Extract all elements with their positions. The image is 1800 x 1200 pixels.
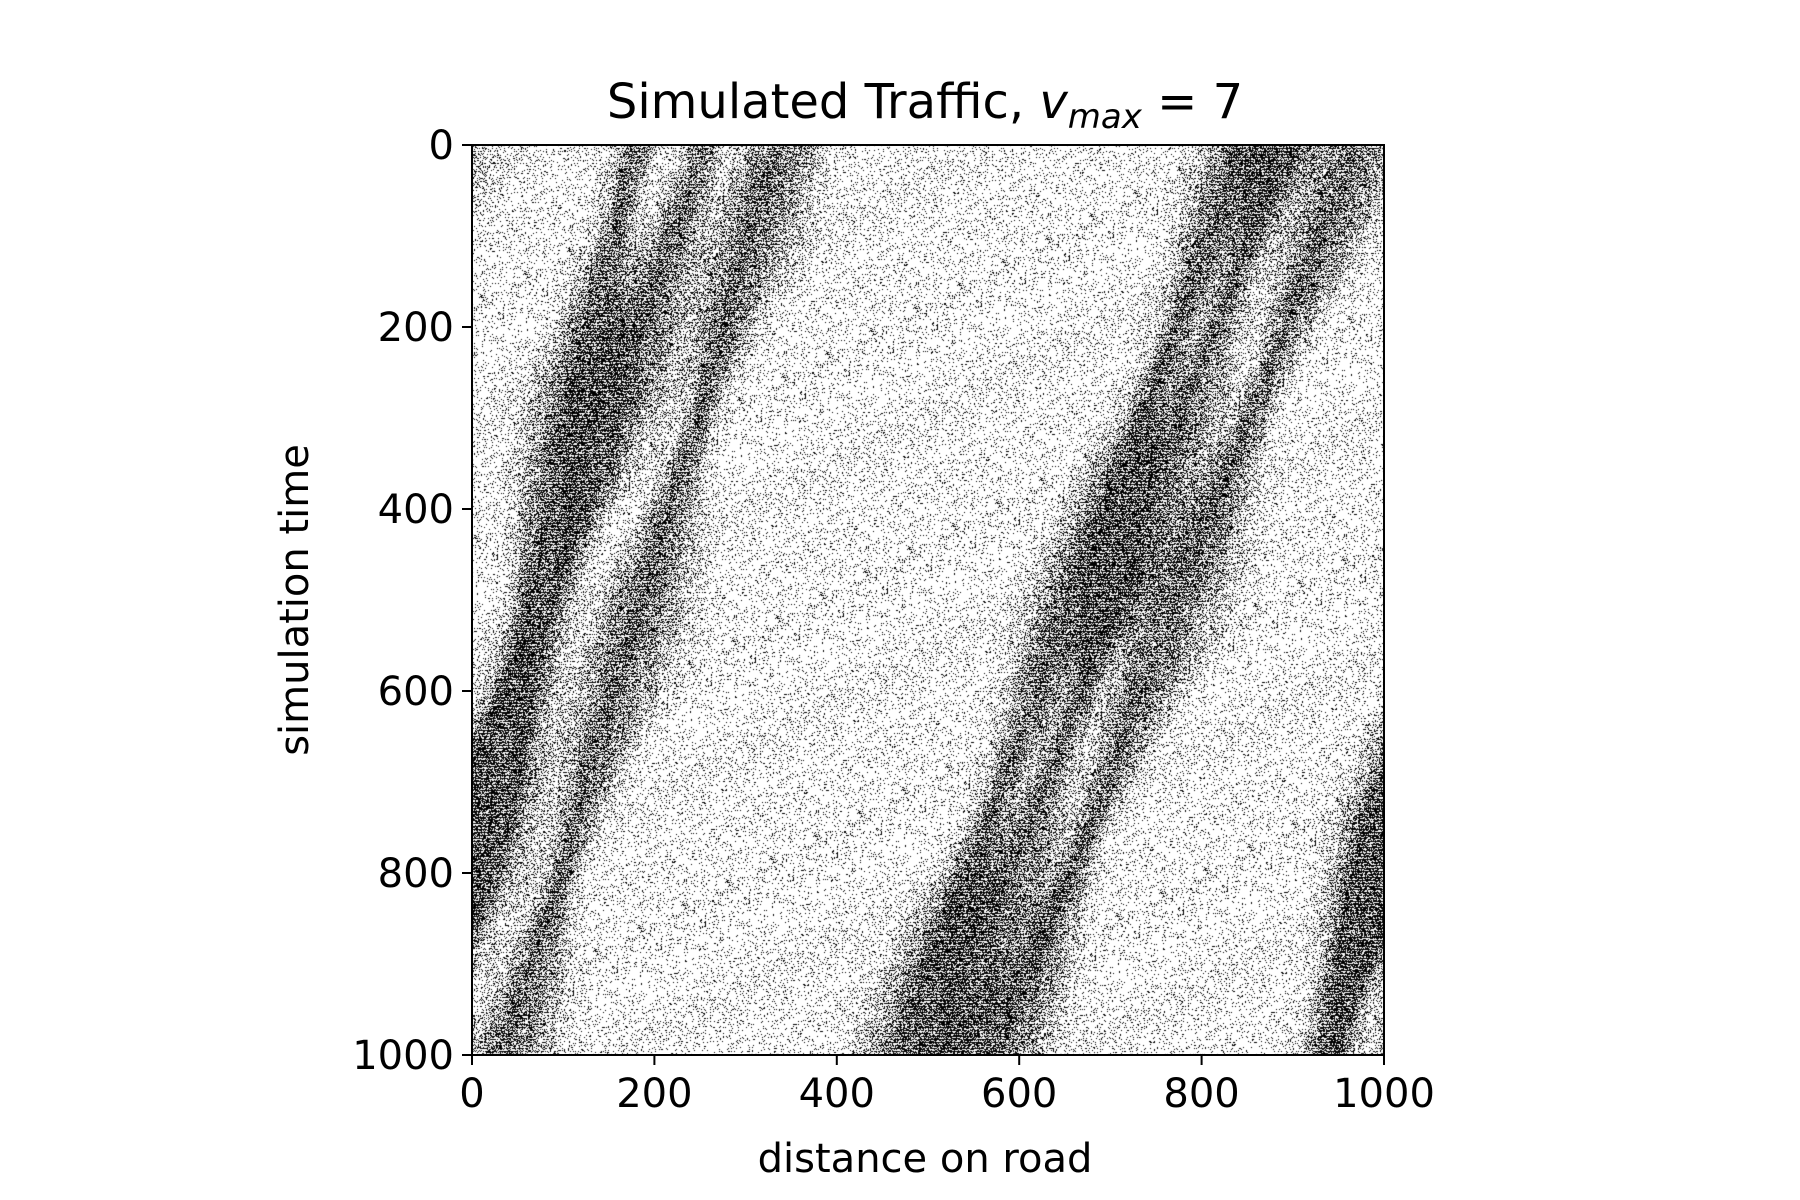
y-tick-label: 400 [378,487,454,533]
y-tick-label: 1000 [352,1033,454,1079]
x-tick-label: 1000 [1333,1071,1435,1117]
plot-frame [471,144,1385,1056]
x-axis-label: distance on road [758,1136,1093,1182]
y-tick-label: 0 [429,123,454,169]
x-tick-label: 200 [616,1071,692,1117]
x-tick-label: 400 [799,1071,875,1117]
y-axis-ticks: 0 200 400 600 800 1000 [352,123,472,1079]
x-tick-label: 800 [1163,1071,1239,1117]
y-axis-label: simulation time [272,444,318,756]
x-axis-ticks: 0 200 400 600 800 1000 [459,1055,1435,1117]
chart-title: Simulated Traffic, vmax = 7 [607,74,1243,137]
y-tick-label: 800 [378,851,454,897]
plot-area [471,144,1385,1056]
x-tick-label: 0 [459,1071,484,1117]
space-time-raster [472,145,1384,1055]
x-tick-label: 600 [981,1071,1057,1117]
y-tick-label: 200 [378,305,454,351]
y-tick-label: 600 [378,669,454,715]
